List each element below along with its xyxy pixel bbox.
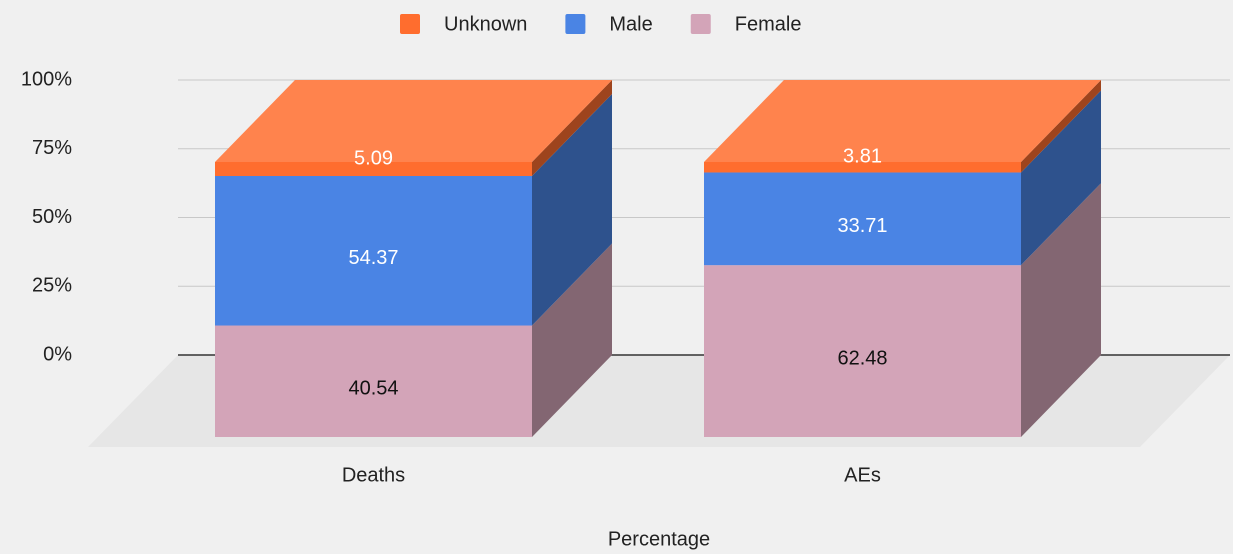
data-label: 54.37	[348, 247, 398, 269]
x-axis-title: Percentage	[608, 528, 710, 550]
legend-label: Female	[735, 13, 802, 35]
legend-label: Unknown	[444, 13, 527, 35]
bar-segment	[704, 162, 1021, 173]
y-tick-label: 75%	[32, 137, 72, 159]
bar-side	[1021, 90, 1101, 266]
y-tick-label: 0%	[43, 343, 72, 365]
bar-side	[532, 80, 612, 176]
bar-segment	[215, 162, 532, 176]
y-tick-label: 100%	[21, 68, 72, 90]
legend-swatch	[400, 14, 420, 34]
y-tick-label: 25%	[32, 275, 72, 297]
bar-side	[1021, 80, 1101, 173]
data-label: 33.71	[837, 215, 887, 237]
legend-swatch	[690, 14, 711, 34]
bar-segment	[704, 265, 1021, 437]
legend-swatch	[565, 14, 586, 34]
data-label: 40.54	[348, 378, 398, 400]
bar-segment	[704, 172, 1021, 266]
x-tick-label: AEs	[844, 464, 881, 486]
data-label: 62.48	[837, 347, 887, 369]
data-label: 5.09	[354, 147, 393, 169]
data-label: 3.81	[843, 146, 882, 168]
y-tick-label: 50%	[32, 206, 72, 228]
bar-side	[532, 243, 612, 437]
bar-side	[532, 93, 612, 326]
bar-segment	[215, 175, 532, 326]
legend-label: Male	[609, 13, 652, 35]
bar-side	[1021, 183, 1101, 437]
bar-top	[704, 80, 1101, 162]
x-tick-label: Deaths	[342, 464, 405, 486]
bar-top	[215, 80, 612, 162]
bar-segment	[215, 325, 532, 437]
